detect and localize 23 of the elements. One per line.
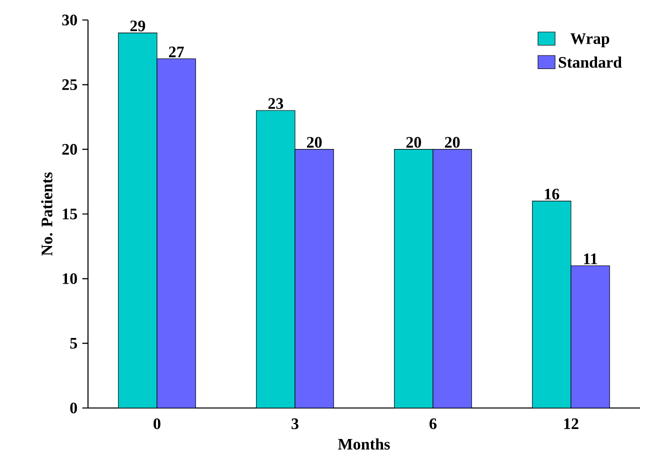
data-label: 20: [444, 136, 460, 148]
data-label: 20: [406, 136, 422, 148]
data-label: 29: [130, 20, 146, 32]
data-label: 20: [306, 136, 322, 148]
y-tick-label: 30: [62, 14, 77, 26]
y-axis-title: No. Patients: [41, 172, 52, 256]
x-tick-label: 12: [564, 418, 578, 429]
legend-label: Wrap: [570, 33, 610, 48]
data-label: 11: [584, 254, 598, 264]
y-tick-label: 15: [62, 208, 78, 220]
x-tick-label: 3: [292, 418, 298, 430]
y-tick-label: 10: [62, 273, 77, 284]
data-label: 23: [268, 98, 284, 109]
x-axis-title: Months: [338, 438, 390, 450]
y-tick-label: 5: [70, 338, 78, 349]
x-tick-label: 0: [154, 418, 160, 430]
y-tick-label: 20: [62, 144, 77, 155]
data-label: 16: [544, 188, 560, 200]
x-tick-label: 6: [430, 418, 437, 430]
legend-label: Standard: [558, 56, 622, 68]
y-tick-label: 0: [70, 402, 77, 414]
y-tick-label: 25: [62, 79, 78, 90]
data-label: 27: [168, 46, 184, 58]
